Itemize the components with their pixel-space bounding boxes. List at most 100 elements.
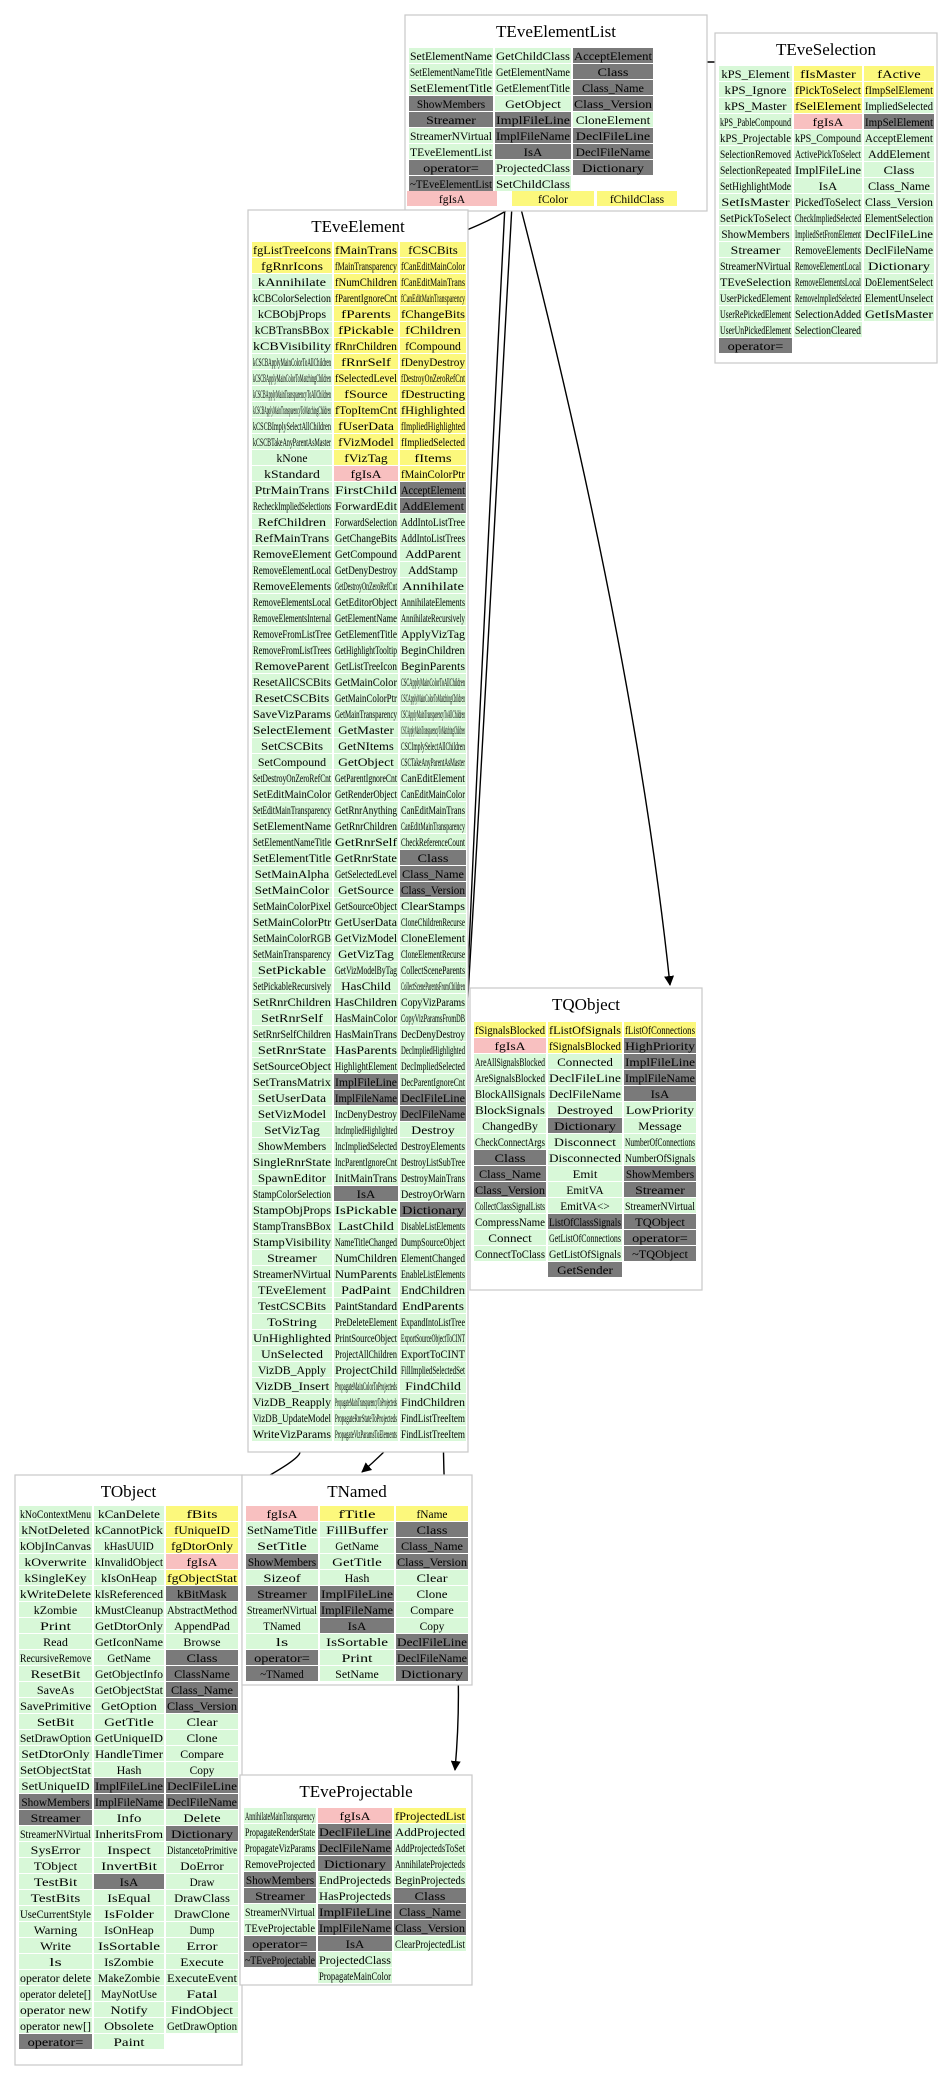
member-emitva: EmitVA xyxy=(566,1185,604,1197)
member-getuserdata: GetUserData xyxy=(335,917,397,929)
member-isfolder: IsFolder xyxy=(104,1909,154,1921)
member-cell-bg xyxy=(166,1714,238,1729)
member-getelementtitle: GetElementTitle xyxy=(335,629,397,641)
member-declfilename: DeclFileName xyxy=(397,1653,467,1665)
member-cell-bg xyxy=(94,1730,164,1745)
member-class-version: Class_Version xyxy=(395,1923,465,1935)
member-cell-bg xyxy=(400,738,466,753)
member-streamer: Streamer xyxy=(635,1185,685,1197)
member-cell-bg xyxy=(400,258,466,273)
member-ispickable: IsPickable xyxy=(335,1205,397,1217)
member-cell-bg xyxy=(719,98,792,113)
member-selectionrepeated: SelectionRepeated xyxy=(720,165,791,177)
member-cell-bg xyxy=(396,1506,468,1521)
member-csctakeanyparentasmaster: CSCTakeAnyParentAsMaster xyxy=(401,757,465,769)
member-cell-bg xyxy=(624,1118,696,1133)
member-cell-bg xyxy=(864,146,934,161)
member-stampcolorselection: StampColorSelection xyxy=(253,1189,331,1201)
member-cell-bg xyxy=(166,1954,238,1969)
member-fnumchildren: fNumChildren xyxy=(335,277,397,289)
member-cell-bg xyxy=(19,1538,92,1553)
member-vizdb-apply: VizDB_Apply xyxy=(258,1365,326,1377)
member-decparentignorecnt: DecParentIgnoreCnt xyxy=(401,1077,466,1089)
member-kcscbapplymaincolortomatchingchildren: kCSCBApplyMainColorToMatchingChildren xyxy=(253,373,331,385)
member-cell-bg xyxy=(548,1262,622,1277)
member-cell-bg xyxy=(334,818,398,833)
member-cell-bg xyxy=(400,1346,466,1361)
member-class-name: Class_Name xyxy=(868,181,930,193)
member-cell-bg xyxy=(94,1618,164,1633)
member-cell-bg xyxy=(400,914,466,929)
member-cell-bg xyxy=(334,482,398,497)
member-getnitems: GetNItems xyxy=(338,741,394,753)
member-seteditmaintransparency: SetEditMainTransparency xyxy=(253,805,331,817)
member-cell-bg xyxy=(396,1538,468,1553)
member-saveprimitive: SavePrimitive xyxy=(20,1701,91,1713)
member-cell-bg xyxy=(166,1938,238,1953)
member-cell-bg xyxy=(166,1922,238,1937)
member-cell-bg xyxy=(166,1762,238,1777)
member-tnamed: TNamed xyxy=(263,1621,300,1633)
member-cell-bg xyxy=(252,1314,332,1329)
member-cell-bg xyxy=(794,194,862,209)
member-cell-bg xyxy=(334,1170,398,1185)
member-connecttoclass: ConnectToClass xyxy=(475,1249,545,1261)
member-cell-bg xyxy=(573,144,653,159)
class-title: TQObject xyxy=(552,995,620,1014)
member-collectsceneparents: CollectSceneParents xyxy=(401,965,465,977)
member-cell-bg xyxy=(166,1890,238,1905)
member-cell-bg xyxy=(252,850,332,865)
member-getobjectinfo: GetObjectInfo xyxy=(95,1669,163,1681)
member-cell-bg xyxy=(334,994,398,1009)
member-stampobjprops: StampObjProps xyxy=(253,1205,332,1217)
member-stamptransbbox: StampTransBBox xyxy=(253,1221,331,1233)
member-print: Print xyxy=(40,1621,72,1633)
member-cell-bg xyxy=(624,1214,696,1229)
member-cell-bg xyxy=(334,914,398,929)
member-cell-bg xyxy=(794,210,862,225)
member-fpickable: fPickable xyxy=(338,325,394,337)
member-cell-bg xyxy=(334,1122,398,1137)
member-draw: Draw xyxy=(190,1877,215,1889)
member-cell-bg xyxy=(334,514,398,529)
member-connect: Connect xyxy=(488,1233,532,1245)
member-cell-bg xyxy=(318,1840,392,1855)
member-printsourceobject: PrintSourceObject xyxy=(335,1333,398,1345)
member-fsignalsblocked: fSignalsBlocked xyxy=(475,1025,545,1037)
member-notify: Notify xyxy=(110,2005,148,2017)
member-cell-bg xyxy=(474,1246,546,1261)
member-cell-bg xyxy=(400,610,466,625)
member-kps-ignore: kPS_Ignore xyxy=(725,85,787,97)
member-cell-bg xyxy=(166,1986,238,2001)
member-cell-bg xyxy=(252,882,332,897)
member-numberofsignals: NumberOfSignals xyxy=(625,1153,695,1165)
member-destroy: Destroy xyxy=(411,1125,455,1137)
member-operator: operator= xyxy=(423,163,479,175)
member-decimpliedselected: DecImpliedSelected xyxy=(401,1061,465,1073)
member-cell-bg xyxy=(19,1506,92,1521)
member-getdestroyonzerorefcnt: GetDestroyOnZeroRefCnt xyxy=(335,581,397,593)
member-cell-bg xyxy=(409,48,493,63)
member-numparents: NumParents xyxy=(335,1269,398,1281)
member-collectsceneparentsfromchildren: CollectSceneParentsFromChildren xyxy=(401,981,465,993)
member-cell-bg xyxy=(334,882,398,897)
member-kzombie: kZombie xyxy=(34,1605,77,1617)
member-class: Class xyxy=(187,1653,219,1665)
member-setdrawoption: SetDrawOption xyxy=(20,1733,91,1745)
member-getismaster: GetIsMaster xyxy=(865,309,933,321)
member-cell-bg xyxy=(334,1378,398,1393)
class-title: TEveSelection xyxy=(776,40,877,59)
member-singlernrstate: SingleRnrState xyxy=(253,1157,331,1169)
member-cell-bg xyxy=(400,1202,466,1217)
member-cell-bg xyxy=(548,1166,622,1181)
member-cell-bg xyxy=(334,1154,398,1169)
member-cell-bg xyxy=(334,306,398,321)
member-cell-bg xyxy=(252,354,332,369)
member-nametitlechanged: NameTitleChanged xyxy=(335,1237,397,1249)
member-cell-bg xyxy=(334,786,398,801)
member-getobject: GetObject xyxy=(338,757,395,769)
member-findchild: FindChild xyxy=(405,1381,461,1393)
member-streamernvirtual: StreamerNVirtual xyxy=(720,261,791,273)
member-fchildren: fChildren xyxy=(405,325,461,337)
class-node-tnamed: TNamed fgIsA SetNameTitle SetTitle ShowMembe… xyxy=(241,1474,473,1686)
